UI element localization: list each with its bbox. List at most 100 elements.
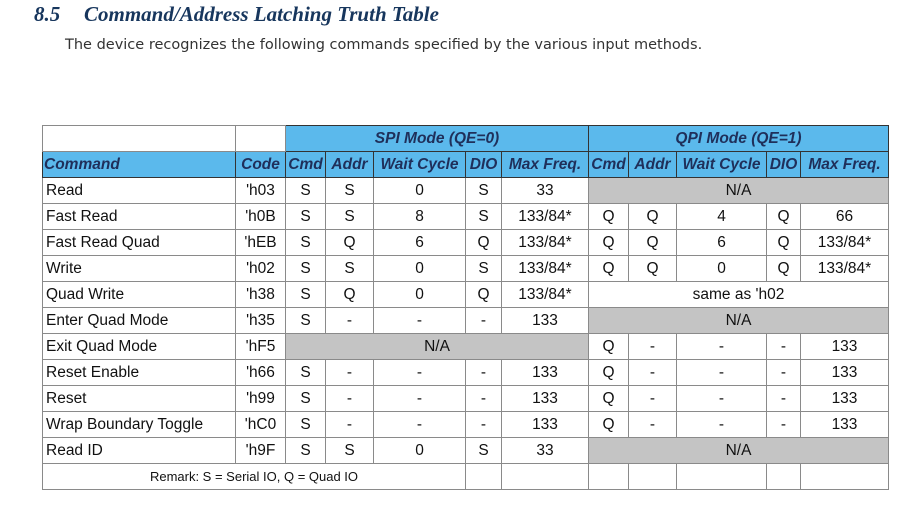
qpi-cell: Q [628, 229, 677, 256]
column-header: DIO [766, 151, 801, 178]
command-cell: Read ID [42, 437, 236, 464]
blank-cell [800, 463, 889, 490]
table-row: Reset'h99 S - - -133 Q - - -133 [42, 385, 889, 412]
qpi-cell: 133/84* [800, 229, 889, 256]
code-cell: 'h03 [235, 177, 286, 204]
code-cell: 'hC0 [235, 411, 286, 438]
remark-row: Remark: S = Serial IO, Q = Quad IO [42, 463, 889, 490]
column-header: DIO [465, 151, 502, 178]
spi-cell: - [373, 385, 466, 412]
qpi-cell: Q [628, 203, 677, 230]
table-row: Read ID'h9F S S 0 S 33 N/A [42, 437, 889, 464]
code-cell: 'h9F [235, 437, 286, 464]
spi-cell: Q [465, 229, 502, 256]
intro-text: The device recognizes the following comm… [65, 37, 703, 53]
spi-cell: - [325, 307, 374, 334]
column-header: Wait Cycle [676, 151, 767, 178]
blank-cell [42, 125, 236, 152]
qpi-cell: - [628, 385, 677, 412]
qpi-cell: - [766, 411, 801, 438]
spi-cell: Q [325, 281, 374, 308]
qpi-cell: 133 [800, 333, 889, 360]
spi-cell: 133 [501, 307, 589, 334]
column-header: Max Freq. [501, 151, 589, 178]
spi-cell: Q [325, 229, 374, 256]
spi-cell: 133 [501, 385, 589, 412]
command-cell: Write [42, 255, 236, 282]
group-header: QPI Mode (QE=1) [588, 125, 889, 152]
spi-cell: 133 [501, 359, 589, 386]
spi-cell: 33 [501, 177, 589, 204]
qpi-cell: - [766, 333, 801, 360]
code-cell: 'h99 [235, 385, 286, 412]
section-title: Command/Address Latching Truth Table [84, 2, 439, 26]
truth-table: SPI Mode (QE=0) QPI Mode (QE=1) Command Cod… [42, 125, 889, 490]
qpi-cell: 133 [800, 359, 889, 386]
column-header: Command [42, 151, 236, 178]
spi-cell: 0 [373, 281, 466, 308]
blank-cell [501, 463, 589, 490]
spi-cell: - [325, 385, 374, 412]
table-row: Fast Read Quad'hEB S Q 6 Q 133/84* Q Q 6 Q 133/84* [42, 229, 889, 256]
qpi-cell: Q [766, 203, 801, 230]
spi-cell: S [285, 437, 326, 464]
spi-cell: S [465, 203, 502, 230]
spi-cell: S [285, 255, 326, 282]
spi-cell: 133/84* [501, 229, 589, 256]
blank-cell [766, 463, 801, 490]
table-row: Read'h03 S S 0 S 33 N/A [42, 177, 889, 204]
spi-cell: S [325, 177, 374, 204]
command-cell: Wrap Boundary Toggle [42, 411, 236, 438]
spi-cell: 133 [501, 411, 589, 438]
spi-cell: - [325, 411, 374, 438]
column-header: Cmd [588, 151, 629, 178]
spi-cell: S [285, 229, 326, 256]
remark: Remark: S = Serial IO, Q = Quad IO [42, 463, 466, 490]
spi-cell: - [373, 359, 466, 386]
spi-cell: 0 [373, 177, 466, 204]
qpi-cell: Q [588, 255, 629, 282]
column-header: Addr [628, 151, 677, 178]
spi-cell: S [285, 281, 326, 308]
group-header-row: SPI Mode (QE=0) QPI Mode (QE=1) [42, 125, 889, 152]
qpi-cell: 6 [676, 229, 767, 256]
blank-cell [676, 463, 767, 490]
table-row: Quad Write'h38 S Q 0 Q 133/84* same as 'h02 [42, 281, 889, 308]
spi-cell: S [465, 255, 502, 282]
command-cell: Reset [42, 385, 236, 412]
qpi-cell: 133 [800, 411, 889, 438]
command-cell: Read [42, 177, 236, 204]
command-cell: Exit Quad Mode [42, 333, 236, 360]
spi-cell: 8 [373, 203, 466, 230]
spi-cell: S [285, 177, 326, 204]
code-cell: 'h02 [235, 255, 286, 282]
code-cell: 'h38 [235, 281, 286, 308]
column-header: Addr [325, 151, 374, 178]
qpi-cell: Q [588, 203, 629, 230]
blank-cell [588, 463, 629, 490]
section-heading: 8.5 Command/Address Latching Truth Table [34, 2, 439, 27]
spi-cell: Q [465, 281, 502, 308]
spi-cell: 133/84* [501, 281, 589, 308]
qpi-cell: Q [588, 359, 629, 386]
qpi-cell: Q [766, 229, 801, 256]
qpi-merged-cell: same as 'h02 [588, 281, 889, 308]
code-cell: 'h35 [235, 307, 286, 334]
qpi-cell: 133/84* [800, 255, 889, 282]
column-header-row: Command Code Cmd Addr Wait Cycle DIO Max Freq.… [42, 151, 889, 178]
qpi-cell: - [766, 359, 801, 386]
table-row: Exit Quad Mode'hF5 N/A Q - - -133 [42, 333, 889, 360]
qpi-merged-cell: N/A [588, 307, 889, 334]
qpi-cell: - [766, 385, 801, 412]
qpi-cell: - [628, 333, 677, 360]
command-cell: Fast Read Quad [42, 229, 236, 256]
qpi-cell: 66 [800, 203, 889, 230]
command-cell: Reset Enable [42, 359, 236, 386]
spi-cell: 133/84* [501, 203, 589, 230]
command-cell: Quad Write [42, 281, 236, 308]
qpi-cell: Q [628, 255, 677, 282]
spi-cell: 0 [373, 437, 466, 464]
qpi-cell: Q [588, 385, 629, 412]
qpi-cell: Q [588, 229, 629, 256]
spi-cell: 0 [373, 255, 466, 282]
